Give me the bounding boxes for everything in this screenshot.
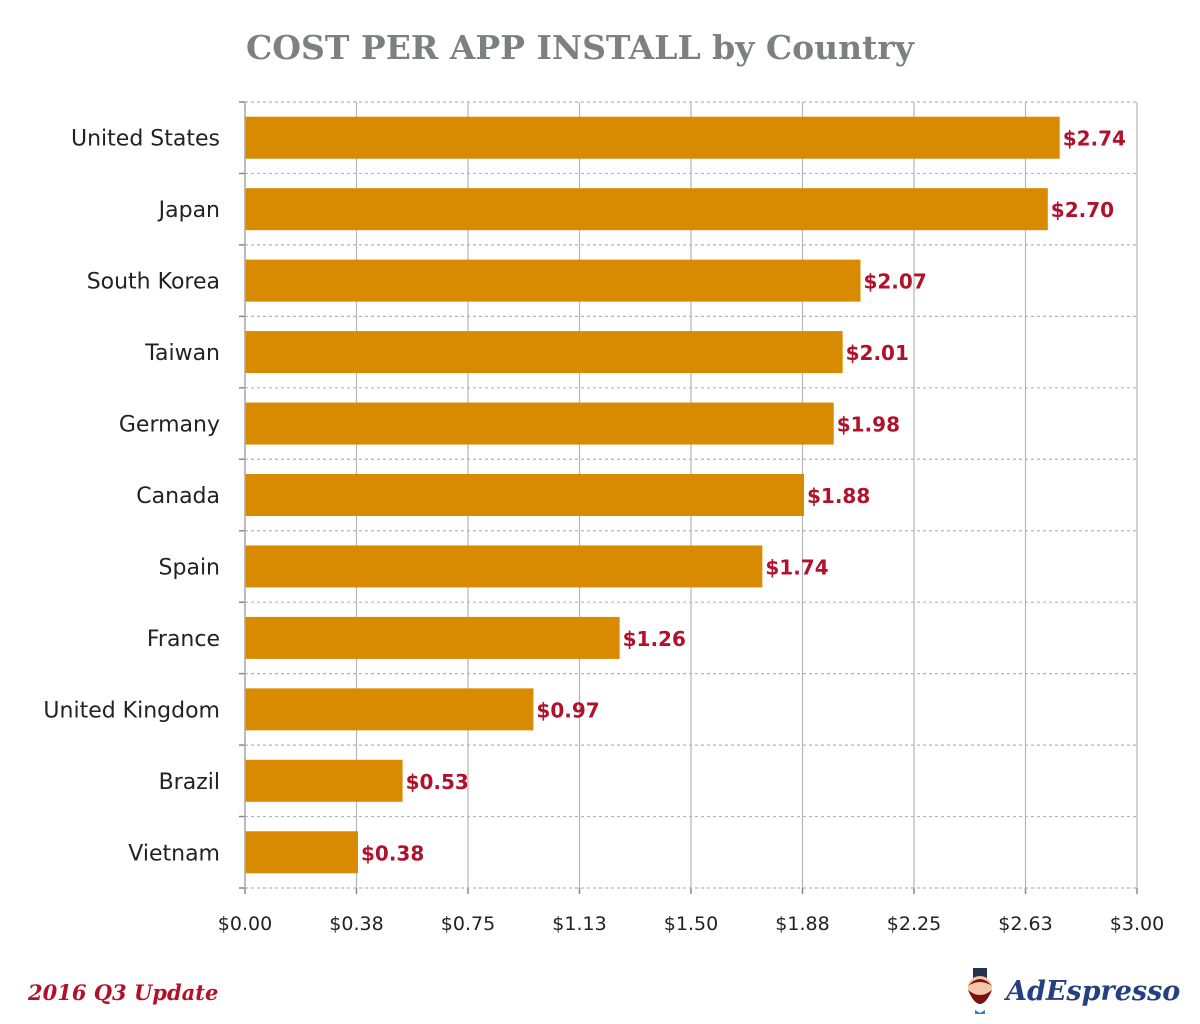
data-label: $2.74 bbox=[1063, 127, 1126, 151]
data-label: $2.01 bbox=[846, 341, 909, 365]
data-label: $2.07 bbox=[863, 270, 926, 294]
x-tick-label: $0.00 bbox=[218, 913, 272, 935]
data-label: $0.53 bbox=[406, 770, 469, 794]
x-tick-label: $1.50 bbox=[664, 913, 718, 935]
bar bbox=[245, 616, 620, 659]
category-label: Vietnam bbox=[128, 841, 220, 866]
data-label: $1.98 bbox=[837, 413, 900, 437]
bar bbox=[245, 474, 804, 516]
category-label: South Korea bbox=[87, 270, 220, 295]
update-label: 2016 Q3 Update bbox=[28, 980, 219, 1005]
bar bbox=[245, 402, 834, 445]
category-label: United States bbox=[71, 127, 220, 152]
bar bbox=[245, 831, 358, 874]
x-tick-label: $1.13 bbox=[552, 913, 606, 935]
bar bbox=[245, 545, 763, 588]
category-label: France bbox=[147, 627, 220, 652]
x-tick-label: $3.00 bbox=[1110, 913, 1164, 935]
x-tick-label: $2.63 bbox=[998, 913, 1052, 935]
bar bbox=[245, 759, 403, 802]
bar bbox=[245, 259, 861, 302]
x-tick-label: $0.75 bbox=[441, 913, 495, 935]
chart-title: COST PER APP INSTALL by Country bbox=[246, 28, 914, 67]
category-label: Germany bbox=[119, 413, 220, 438]
brand-name: AdEspresso bbox=[1006, 975, 1181, 1007]
x-tick-label: $0.38 bbox=[329, 913, 383, 935]
x-tick-label: $1.88 bbox=[775, 913, 829, 935]
category-label: Japan bbox=[157, 198, 220, 223]
brand-logo: AdEspresso bbox=[960, 968, 1180, 1014]
x-tick-label: $2.25 bbox=[887, 913, 941, 935]
data-label: $0.38 bbox=[361, 841, 424, 865]
data-label: $1.88 bbox=[807, 484, 870, 508]
data-label: $2.70 bbox=[1051, 198, 1114, 222]
mascot-icon bbox=[968, 968, 992, 1014]
bar bbox=[245, 188, 1048, 231]
category-label: Spain bbox=[159, 555, 220, 580]
data-label: $1.74 bbox=[765, 555, 828, 579]
bar bbox=[245, 688, 534, 731]
bar bbox=[245, 116, 1060, 159]
category-label: Canada bbox=[136, 484, 220, 509]
bar bbox=[245, 331, 843, 374]
category-label: Taiwan bbox=[144, 341, 220, 366]
data-label: $0.97 bbox=[536, 698, 599, 722]
category-label: Brazil bbox=[159, 770, 220, 795]
data-label: $1.26 bbox=[623, 627, 686, 651]
category-label: United Kingdom bbox=[43, 698, 220, 723]
